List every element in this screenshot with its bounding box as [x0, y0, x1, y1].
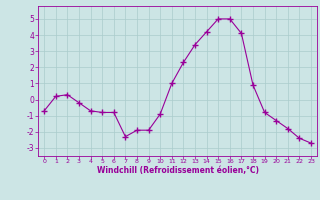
X-axis label: Windchill (Refroidissement éolien,°C): Windchill (Refroidissement éolien,°C): [97, 166, 259, 175]
